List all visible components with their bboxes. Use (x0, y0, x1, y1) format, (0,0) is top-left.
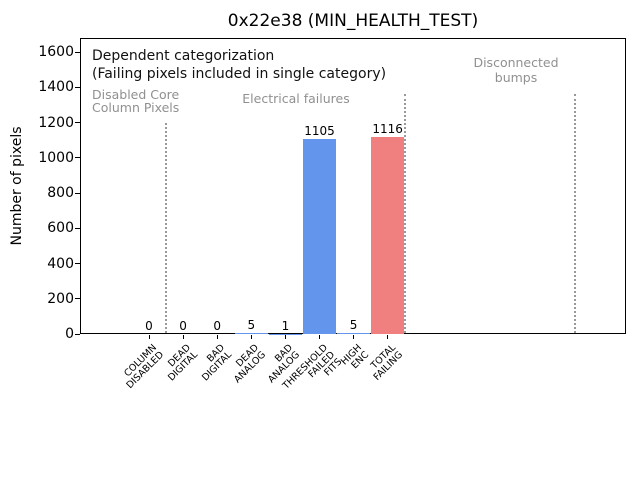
bar-threshold-failed-fits (303, 139, 336, 334)
category-separator-line (165, 122, 168, 333)
y-tick-mark (75, 192, 80, 194)
bar-dead-analog (234, 333, 268, 334)
y-tick-mark (75, 263, 80, 265)
x-tick-mark (182, 335, 184, 339)
x-tick-mark (319, 335, 320, 339)
y-tick-mark (75, 157, 80, 159)
bar-value-label: 1 (281, 318, 290, 333)
x-tick-mark (284, 335, 286, 339)
y-tick-label: 1000 (38, 149, 74, 166)
region-label-disconnected-bumps: Disconnected bumps (473, 55, 559, 85)
x-tick-mark (148, 335, 150, 339)
y-tick-label: 1200 (38, 114, 74, 131)
bar-value-label: 1105 (304, 124, 335, 139)
category-separator-line (403, 94, 406, 333)
category-separator-line (574, 94, 577, 333)
bar-value-label: 5 (247, 318, 256, 333)
annotation-dependent-categorization: Dependent categorization (92, 48, 275, 64)
plot-area (80, 38, 626, 334)
y-tick-label: 0 (65, 326, 74, 342)
x-tick-mark (353, 335, 355, 339)
y-tick-label: 1600 (38, 44, 74, 61)
y-tick-mark (75, 51, 80, 53)
y-tick-label: 400 (47, 255, 74, 272)
bar-value-label: 1116 (372, 122, 403, 137)
y-tick-label: 600 (47, 220, 74, 237)
chart-title: 0x22e38 (MIN_HEALTH_TEST) (227, 11, 479, 31)
y-tick-label: 800 (47, 185, 74, 202)
y-tick-mark (75, 333, 80, 335)
x-tick-mark (250, 335, 252, 339)
y-tick-mark (75, 122, 80, 124)
bar-value-label: 5 (349, 318, 358, 333)
region-label-disabled-core-column-pixels: Disabled Core Column Pixels (92, 87, 180, 115)
x-tick-mark (387, 335, 389, 339)
x-tick-mark (216, 335, 218, 339)
y-tick-label: 1400 (38, 79, 74, 96)
y-tick-mark (75, 86, 80, 88)
bar-high-enc (337, 333, 371, 334)
y-tick-mark (75, 227, 80, 229)
annotation-failing-pixels-note: (Failing pixels included in single categ… (92, 66, 387, 82)
bar-value-label: 0 (179, 319, 187, 333)
bar-value-label: 0 (145, 319, 153, 333)
bar-total-failing (371, 137, 405, 334)
bar-value-label: 0 (213, 319, 221, 333)
y-tick-mark (75, 298, 80, 300)
region-label-electrical-failures: Electrical failures (242, 91, 350, 106)
y-tick-label: 200 (47, 290, 74, 307)
